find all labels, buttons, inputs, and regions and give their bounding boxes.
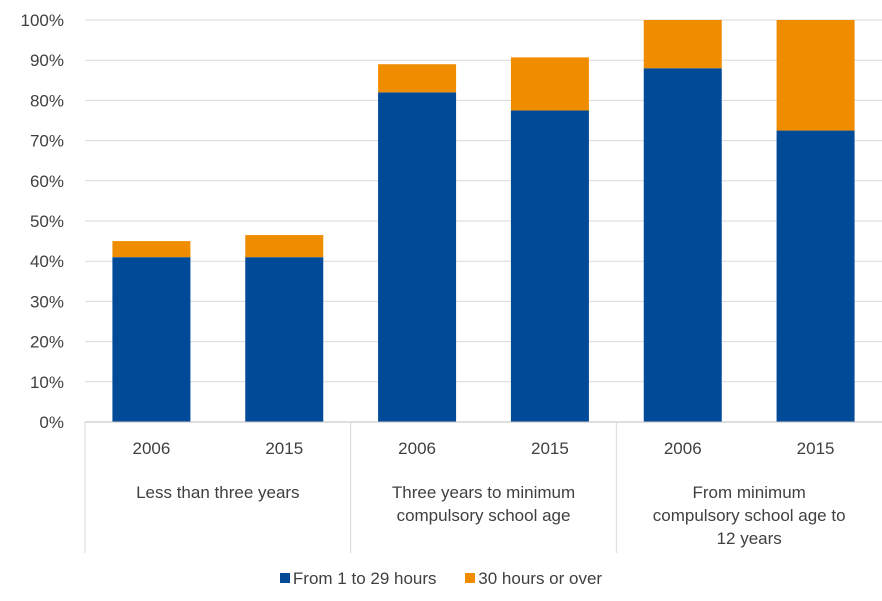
bar-segment-series-1	[776, 130, 855, 423]
group-label: compulsory school age to	[653, 506, 846, 525]
y-tick-label: 40%	[30, 252, 64, 271]
y-tick-label: 20%	[30, 333, 64, 352]
x-axis: 2006 2015 Less than three years 2006 2015 Thr…	[84, 421, 882, 553]
x-tick-label: 2006	[664, 439, 702, 458]
y-tick-label: 10%	[30, 373, 64, 392]
bar-segment-series-2	[378, 64, 457, 93]
bar-segment-series-2	[510, 57, 589, 111]
bar-segment-series-2	[112, 241, 191, 258]
y-tick-label: 60%	[30, 172, 64, 191]
group-label: From minimum	[692, 483, 805, 502]
x-tick-label: 2006	[398, 439, 436, 458]
group-label: Three years to minimum	[392, 483, 575, 502]
legend-item-series-1: From 1 to 29 hours	[279, 569, 437, 589]
y-tick-label: 50%	[30, 212, 64, 231]
x-tick-label: 2015	[531, 439, 569, 458]
y-tick-label: 0%	[39, 413, 64, 432]
y-tick-label: 100%	[21, 11, 64, 30]
bar-segment-series-1	[245, 257, 324, 422]
legend-item-series-2: 30 hours or over	[465, 569, 602, 589]
bar-segment-series-1	[378, 92, 457, 423]
bars	[112, 20, 855, 423]
bar-segment-series-1	[643, 68, 722, 423]
legend: From 1 to 29 hours 30 hours or over	[0, 569, 882, 589]
y-tick-label: 70%	[30, 132, 64, 151]
legend-label-series-2: 30 hours or over	[478, 569, 603, 588]
bar-segment-series-2	[776, 20, 855, 131]
legend-swatch-series-1	[279, 573, 290, 583]
y-axis: 0% 10% 20% 30% 40% 50% 60% 70% 80% 90% 100%	[21, 11, 64, 432]
bar-segment-series-2	[643, 20, 722, 69]
x-tick-label: 2015	[265, 439, 303, 458]
group-label: compulsory school age	[397, 506, 571, 525]
group-label: 12 years	[717, 529, 782, 548]
gridlines	[85, 19, 882, 383]
y-tick-label: 90%	[30, 51, 64, 70]
x-tick-label: 2015	[797, 439, 835, 458]
group-label: Less than three years	[136, 483, 299, 502]
y-tick-label: 80%	[30, 91, 64, 110]
bar-segment-series-1	[112, 257, 191, 422]
y-tick-label: 30%	[30, 292, 64, 311]
x-tick-label: 2006	[133, 439, 171, 458]
bar-segment-series-2	[245, 235, 324, 258]
bar-segment-series-1	[510, 110, 589, 422]
legend-label-series-1: From 1 to 29 hours	[292, 569, 437, 588]
legend-swatch-series-2	[465, 573, 476, 583]
